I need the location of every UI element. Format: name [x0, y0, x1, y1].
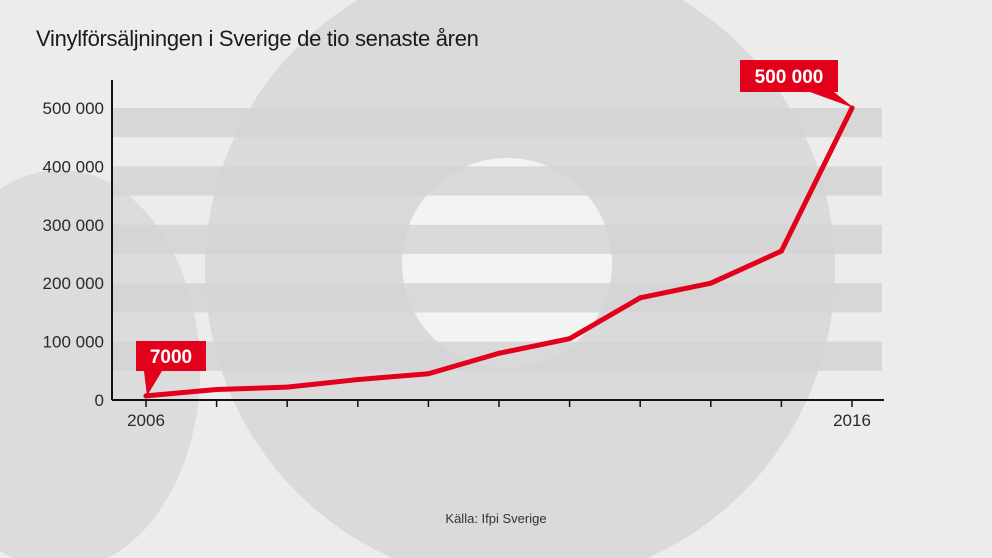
- data-point: [284, 384, 290, 390]
- grid-stripe: [112, 108, 882, 138]
- data-point: [778, 248, 784, 254]
- grid-stripe: [112, 224, 882, 254]
- callout-label-500000: 500 000: [755, 67, 824, 88]
- y-tick-label: 500 000: [43, 99, 104, 118]
- y-tick-label: 100 000: [43, 333, 104, 352]
- data-point: [355, 377, 361, 383]
- callout-pointer: [810, 92, 854, 108]
- grid-stripe: [112, 283, 882, 313]
- annotations: 7000 500 000: [136, 60, 854, 396]
- y-tick-label: 200 000: [43, 274, 104, 293]
- source-note: Källa: Ifpi Sverige: [445, 511, 547, 526]
- data-point: [425, 371, 431, 377]
- y-tick-label: 0: [95, 391, 104, 410]
- x-tick-label: 2006: [127, 411, 165, 430]
- chart-title: Vinylförsäljningen i Sverige de tio sena…: [36, 26, 479, 51]
- data-point: [567, 336, 573, 342]
- data-point: [214, 386, 220, 392]
- grid-stripes: [112, 108, 882, 371]
- y-tick-label: 300 000: [43, 216, 104, 235]
- data-point: [637, 295, 643, 301]
- callout-pointer: [144, 371, 162, 396]
- x-tick-labels: 2006 2016: [127, 411, 871, 430]
- data-point: [708, 280, 714, 286]
- callout-box: [740, 60, 838, 92]
- grid-stripe: [112, 166, 882, 196]
- callout-box: [136, 341, 206, 371]
- axes: [111, 80, 884, 407]
- y-tick-labels: 0 100 000 200 000 300 000 400 000 500 000: [43, 99, 104, 410]
- data-point: [496, 350, 502, 356]
- x-tick-label: 2016: [833, 411, 871, 430]
- y-tick-label: 400 000: [43, 157, 104, 176]
- background-record-image: [0, 0, 835, 558]
- callout-label-7000: 7000: [150, 347, 192, 368]
